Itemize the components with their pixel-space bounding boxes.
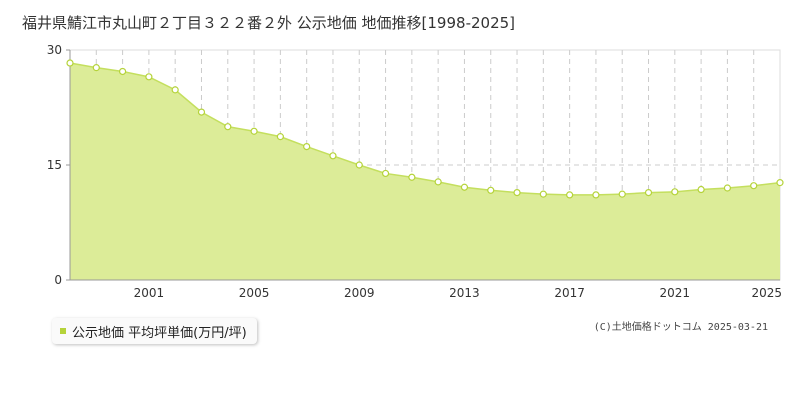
y-tick-label: 30 [47, 43, 62, 57]
x-tick-label: 2025 [751, 286, 782, 300]
land-price-chart: 0 15 30 2001 2005 2009 2013 2017 2021 2025 [47, 43, 784, 300]
y-tick-label: 0 [54, 273, 62, 287]
data-point [618, 190, 626, 198]
legend: 公示地価 平均坪単価(万円/坪) [52, 318, 257, 344]
data-point [224, 123, 232, 131]
data-point [513, 189, 521, 197]
data-point [434, 178, 442, 186]
data-points [66, 59, 784, 199]
x-tick-label: 2017 [554, 286, 585, 300]
x-tick-label: 2021 [660, 286, 691, 300]
data-point [539, 190, 547, 198]
data-point [750, 182, 758, 190]
data-point [197, 108, 206, 116]
x-tick-label: 2013 [449, 286, 480, 300]
data-point [697, 185, 705, 194]
legend-label: 公示地価 平均坪単価(万円/坪) [72, 325, 247, 341]
axes: 0 15 30 2001 2005 2009 2013 2017 2021 2025 [47, 43, 782, 300]
copyright-text: (C)土地価格ドットコム 2025-03-21 [593, 322, 768, 333]
y-tick-label: 15 [47, 158, 62, 172]
chart-title: 福井県鯖江市丸山町２丁目３２２番２外 公示地価 地価推移[1998-2025] [22, 14, 516, 32]
legend-swatch-icon [60, 328, 66, 334]
data-point [592, 191, 600, 199]
data-point [329, 152, 337, 160]
x-tick-label: 2005 [239, 286, 270, 300]
x-tick-label: 2001 [134, 286, 165, 300]
data-point [644, 189, 653, 197]
data-point [723, 184, 732, 192]
data-point [460, 183, 469, 191]
data-point [671, 188, 679, 196]
data-point [303, 143, 311, 151]
data-point [566, 191, 574, 199]
data-point [250, 127, 258, 135]
series-area-fill [70, 63, 780, 281]
data-point [776, 179, 784, 187]
x-tick-label: 2009 [344, 286, 375, 300]
data-point [66, 59, 74, 67]
data-point [276, 133, 284, 141]
series-line [69, 62, 781, 196]
data-point [145, 73, 153, 81]
data-point [381, 169, 390, 178]
data-point [92, 64, 100, 72]
data-point [408, 173, 416, 181]
data-point [171, 86, 179, 94]
data-point [118, 67, 127, 76]
data-point [487, 186, 495, 194]
area-series [69, 62, 781, 281]
data-point [355, 161, 363, 169]
